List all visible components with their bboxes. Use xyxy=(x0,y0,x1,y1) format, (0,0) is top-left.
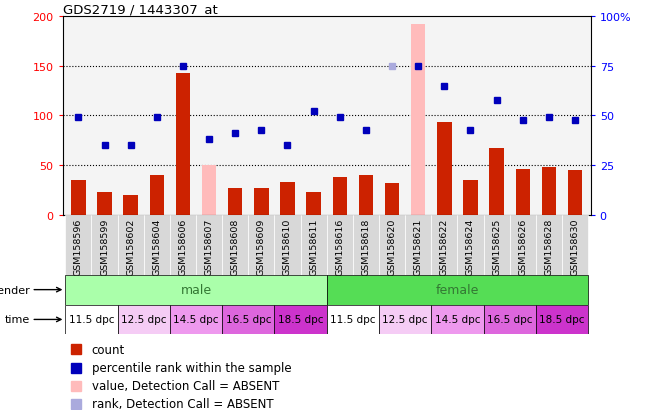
Bar xyxy=(437,123,451,215)
Text: GSM158625: GSM158625 xyxy=(492,218,501,275)
Text: GSM158602: GSM158602 xyxy=(126,218,135,275)
Text: 12.5 dpc: 12.5 dpc xyxy=(382,315,428,325)
Text: male: male xyxy=(180,283,212,297)
Text: GSM158609: GSM158609 xyxy=(257,218,266,275)
Text: GSM158611: GSM158611 xyxy=(309,218,318,275)
Text: GSM158624: GSM158624 xyxy=(466,218,475,275)
Bar xyxy=(484,305,536,335)
Bar xyxy=(123,195,138,215)
Bar xyxy=(542,168,556,215)
FancyBboxPatch shape xyxy=(144,215,170,275)
FancyBboxPatch shape xyxy=(300,215,327,275)
Bar xyxy=(170,305,222,335)
Bar xyxy=(254,188,269,215)
Text: 18.5 dpc: 18.5 dpc xyxy=(278,315,323,325)
Text: GSM158596: GSM158596 xyxy=(74,218,83,275)
Bar xyxy=(463,180,478,215)
Text: GSM158606: GSM158606 xyxy=(178,218,187,275)
Text: GSM158618: GSM158618 xyxy=(362,218,370,275)
FancyBboxPatch shape xyxy=(275,215,300,275)
Bar xyxy=(306,192,321,215)
Text: 18.5 dpc: 18.5 dpc xyxy=(539,315,585,325)
Bar xyxy=(228,188,242,215)
Bar xyxy=(222,305,275,335)
Bar xyxy=(385,183,399,215)
FancyBboxPatch shape xyxy=(484,215,510,275)
Bar xyxy=(65,275,327,305)
Text: value, Detection Call = ABSENT: value, Detection Call = ABSENT xyxy=(92,379,279,392)
FancyBboxPatch shape xyxy=(92,215,117,275)
FancyBboxPatch shape xyxy=(353,215,379,275)
Bar xyxy=(359,176,373,215)
Bar xyxy=(176,74,190,215)
Text: gender: gender xyxy=(0,285,30,295)
FancyBboxPatch shape xyxy=(170,215,196,275)
Text: GSM158607: GSM158607 xyxy=(205,218,214,275)
Bar xyxy=(431,305,484,335)
FancyBboxPatch shape xyxy=(562,215,588,275)
Text: female: female xyxy=(436,283,479,297)
Text: GSM158626: GSM158626 xyxy=(518,218,527,275)
Bar xyxy=(536,305,588,335)
Text: GSM158621: GSM158621 xyxy=(414,218,422,275)
Bar xyxy=(568,171,582,215)
FancyBboxPatch shape xyxy=(405,215,431,275)
Text: 14.5 dpc: 14.5 dpc xyxy=(435,315,480,325)
Text: 12.5 dpc: 12.5 dpc xyxy=(121,315,166,325)
Bar xyxy=(379,305,431,335)
Text: count: count xyxy=(92,343,125,356)
Bar xyxy=(490,149,504,215)
Text: GSM158630: GSM158630 xyxy=(570,218,579,275)
Bar xyxy=(202,166,216,215)
FancyBboxPatch shape xyxy=(379,215,405,275)
Text: GSM158610: GSM158610 xyxy=(283,218,292,275)
Bar xyxy=(71,180,86,215)
FancyBboxPatch shape xyxy=(510,215,536,275)
Bar xyxy=(97,192,112,215)
FancyBboxPatch shape xyxy=(536,215,562,275)
FancyBboxPatch shape xyxy=(457,215,484,275)
FancyBboxPatch shape xyxy=(117,215,144,275)
Bar xyxy=(327,305,379,335)
Bar xyxy=(411,25,426,215)
Text: percentile rank within the sample: percentile rank within the sample xyxy=(92,361,291,374)
Text: GSM158628: GSM158628 xyxy=(544,218,553,275)
Bar xyxy=(117,305,170,335)
Bar xyxy=(275,305,327,335)
Text: GSM158599: GSM158599 xyxy=(100,218,109,275)
Text: 16.5 dpc: 16.5 dpc xyxy=(226,315,271,325)
Bar xyxy=(280,183,294,215)
Text: GSM158620: GSM158620 xyxy=(387,218,397,275)
Text: time: time xyxy=(5,315,30,325)
Bar xyxy=(65,305,117,335)
FancyBboxPatch shape xyxy=(222,215,248,275)
Text: 11.5 dpc: 11.5 dpc xyxy=(69,315,114,325)
Bar xyxy=(515,170,530,215)
Bar xyxy=(333,178,347,215)
Text: GSM158622: GSM158622 xyxy=(440,218,449,275)
Text: GDS2719 / 1443307_at: GDS2719 / 1443307_at xyxy=(63,3,217,16)
FancyBboxPatch shape xyxy=(65,215,92,275)
Bar xyxy=(327,275,588,305)
Bar xyxy=(150,176,164,215)
Text: GSM158616: GSM158616 xyxy=(335,218,345,275)
Text: rank, Detection Call = ABSENT: rank, Detection Call = ABSENT xyxy=(92,397,273,410)
Text: GSM158608: GSM158608 xyxy=(231,218,240,275)
FancyBboxPatch shape xyxy=(431,215,457,275)
Text: GSM158604: GSM158604 xyxy=(152,218,161,275)
FancyBboxPatch shape xyxy=(248,215,275,275)
FancyBboxPatch shape xyxy=(327,215,353,275)
Text: 14.5 dpc: 14.5 dpc xyxy=(174,315,218,325)
Text: 11.5 dpc: 11.5 dpc xyxy=(330,315,376,325)
Text: 16.5 dpc: 16.5 dpc xyxy=(487,315,533,325)
FancyBboxPatch shape xyxy=(196,215,222,275)
